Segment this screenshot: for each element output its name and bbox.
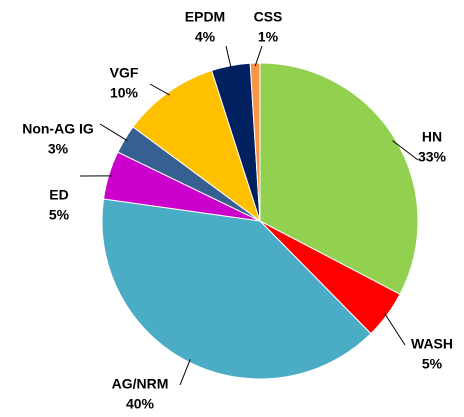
pie-slice [249,62,261,222]
slice-value: 40% [126,396,155,412]
slice-label: EPDM [185,9,225,25]
slice-value: 33% [418,149,447,165]
leader-line [149,83,170,96]
slice-value: 3% [48,141,69,157]
leader-line [179,359,191,386]
slice-label: ED [49,187,68,203]
slice-value: 5% [49,207,70,223]
slice-label: Non-AG IG [22,121,94,137]
leader-line [384,313,406,346]
slice-value: 1% [258,29,279,45]
slice-label: WASH [411,336,453,352]
leader-line [392,140,419,161]
slice-label: CSS [254,9,283,25]
slice-label: VGF [110,65,139,81]
leader-line [225,45,232,69]
slice-label: AG/NRM [112,376,169,392]
leader-line [99,123,128,142]
slice-value: 4% [195,29,216,45]
slice-value: 5% [422,356,443,372]
pie-slice [259,62,419,295]
slice-value: 10% [110,85,139,101]
pie-slice [132,69,261,223]
leader-line [254,45,263,67]
slice-label: HN [422,129,442,145]
